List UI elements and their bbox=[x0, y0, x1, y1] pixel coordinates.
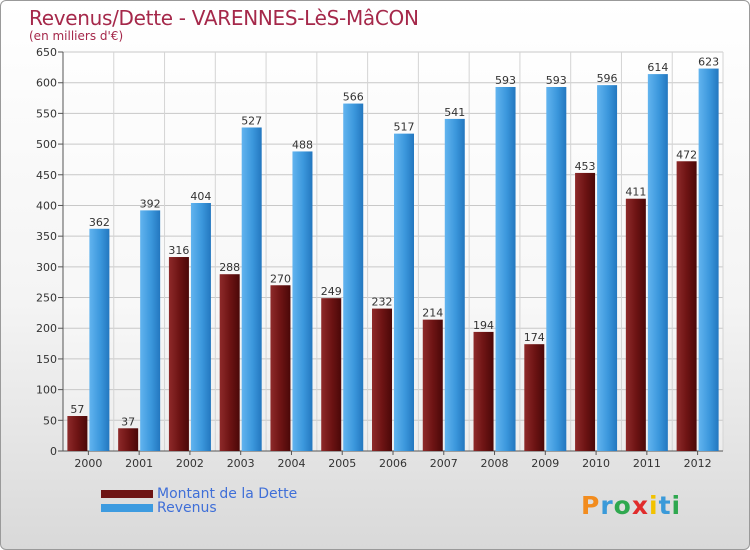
bar-revenue bbox=[698, 68, 719, 451]
chart-title: Revenus/Dette - VARENNES-LèS-MâCON bbox=[29, 6, 419, 30]
bar-debt bbox=[575, 172, 596, 452]
x-tick-label: 2010 bbox=[582, 457, 610, 470]
bar-debt bbox=[473, 331, 494, 451]
data-label-debt: 453 bbox=[575, 160, 596, 173]
x-tick-label: 2003 bbox=[227, 457, 255, 470]
data-label-debt: 232 bbox=[372, 296, 393, 309]
data-label-revenue: 541 bbox=[444, 106, 465, 119]
plot-area bbox=[63, 52, 723, 451]
data-label-revenue: 392 bbox=[140, 197, 161, 210]
x-tick-label: 2000 bbox=[74, 457, 102, 470]
x-tick-label: 2006 bbox=[379, 457, 407, 470]
bar-revenue bbox=[241, 127, 262, 451]
bar-debt bbox=[321, 298, 342, 451]
data-label-revenue: 488 bbox=[292, 138, 313, 151]
data-label-debt: 411 bbox=[625, 186, 646, 199]
x-tick-label: 2012 bbox=[684, 457, 712, 470]
logo-letter: r bbox=[600, 491, 614, 520]
logo-letter: i bbox=[649, 491, 659, 520]
data-label-revenue: 614 bbox=[647, 61, 668, 74]
legend: Montant de la Dette Revenus bbox=[101, 487, 297, 515]
x-tick-label: 2001 bbox=[125, 457, 153, 470]
y-tick-label: 350 bbox=[36, 230, 57, 243]
x-tick-label: 2005 bbox=[328, 457, 356, 470]
legend-item-debt: Montant de la Dette bbox=[101, 487, 297, 501]
data-label-revenue: 362 bbox=[89, 216, 110, 229]
y-tick-label: 550 bbox=[36, 107, 57, 120]
data-label-revenue: 404 bbox=[190, 190, 211, 203]
y-tick-label: 300 bbox=[36, 261, 57, 274]
data-label-revenue: 593 bbox=[546, 74, 567, 87]
data-label-debt: 270 bbox=[270, 272, 291, 285]
data-label-revenue: 566 bbox=[343, 91, 364, 104]
chart-subtitle: (en milliers d'€) bbox=[29, 29, 124, 43]
data-label-debt: 288 bbox=[219, 261, 240, 274]
bar-debt bbox=[118, 428, 139, 451]
data-label-debt: 57 bbox=[70, 403, 84, 416]
data-label-revenue: 517 bbox=[394, 121, 415, 134]
y-tick-label: 650 bbox=[36, 46, 57, 59]
data-label-debt: 174 bbox=[524, 331, 545, 344]
bar-debt bbox=[372, 308, 392, 451]
x-tick-label: 2011 bbox=[633, 457, 661, 470]
x-tick-label: 2007 bbox=[430, 457, 458, 470]
bar-revenue bbox=[292, 151, 313, 452]
data-label-revenue: 593 bbox=[495, 74, 516, 87]
bar-revenue bbox=[394, 133, 414, 451]
y-tick-label: 150 bbox=[36, 353, 57, 366]
y-tick-label: 400 bbox=[36, 199, 57, 212]
legend-item-revenue: Revenus bbox=[101, 501, 297, 515]
y-tick-label: 450 bbox=[36, 169, 57, 182]
logo-letter: o bbox=[613, 491, 632, 520]
legend-swatch-debt bbox=[101, 490, 153, 498]
logo-letter: t bbox=[658, 491, 672, 520]
bar-revenue bbox=[444, 118, 465, 451]
bar-debt bbox=[67, 416, 88, 451]
data-label-revenue: 596 bbox=[597, 72, 618, 85]
data-label-revenue: 623 bbox=[698, 56, 719, 69]
data-label-revenue: 527 bbox=[241, 115, 262, 128]
data-label-debt: 214 bbox=[422, 307, 443, 320]
y-tick-label: 100 bbox=[36, 384, 57, 397]
bar-revenue bbox=[190, 203, 211, 451]
logo-letter: x bbox=[631, 491, 649, 520]
bar-revenue bbox=[647, 74, 668, 452]
bar-debt bbox=[168, 257, 189, 451]
bar-revenue bbox=[140, 210, 161, 451]
bar-revenue bbox=[89, 228, 110, 451]
logo-letter: i bbox=[671, 491, 682, 520]
bar-revenue bbox=[495, 86, 516, 451]
y-tick-label: 200 bbox=[36, 322, 57, 335]
bar-debt bbox=[625, 198, 646, 451]
proxiti-logo: Proxiti bbox=[581, 491, 681, 520]
data-label-debt: 37 bbox=[121, 415, 135, 428]
legend-swatch-revenue bbox=[101, 504, 153, 512]
y-tick-label: 250 bbox=[36, 292, 57, 305]
x-tick-label: 2008 bbox=[481, 457, 509, 470]
logo-letter: P bbox=[581, 491, 601, 520]
bar-revenue bbox=[343, 103, 364, 451]
bar-debt bbox=[219, 274, 240, 451]
x-tick-label: 2002 bbox=[176, 457, 204, 470]
bar-debt bbox=[422, 319, 443, 451]
bar-debt bbox=[524, 344, 545, 451]
legend-label-debt: Montant de la Dette bbox=[157, 486, 298, 502]
y-tick-label: 50 bbox=[43, 414, 57, 427]
legend-label-revenue: Revenus bbox=[157, 500, 217, 516]
data-label-debt: 472 bbox=[676, 148, 697, 161]
bar-revenue bbox=[597, 85, 618, 451]
y-tick-label: 0 bbox=[50, 445, 57, 458]
x-tick-label: 2009 bbox=[531, 457, 559, 470]
data-label-debt: 316 bbox=[168, 244, 189, 257]
bar-debt bbox=[270, 285, 291, 451]
bar-debt bbox=[676, 161, 697, 451]
y-tick-label: 500 bbox=[36, 138, 57, 151]
data-label-debt: 194 bbox=[473, 319, 494, 332]
y-tick-label: 600 bbox=[36, 77, 57, 90]
x-tick-label: 2004 bbox=[277, 457, 305, 470]
bar-revenue bbox=[546, 86, 567, 451]
data-label-debt: 249 bbox=[321, 285, 342, 298]
